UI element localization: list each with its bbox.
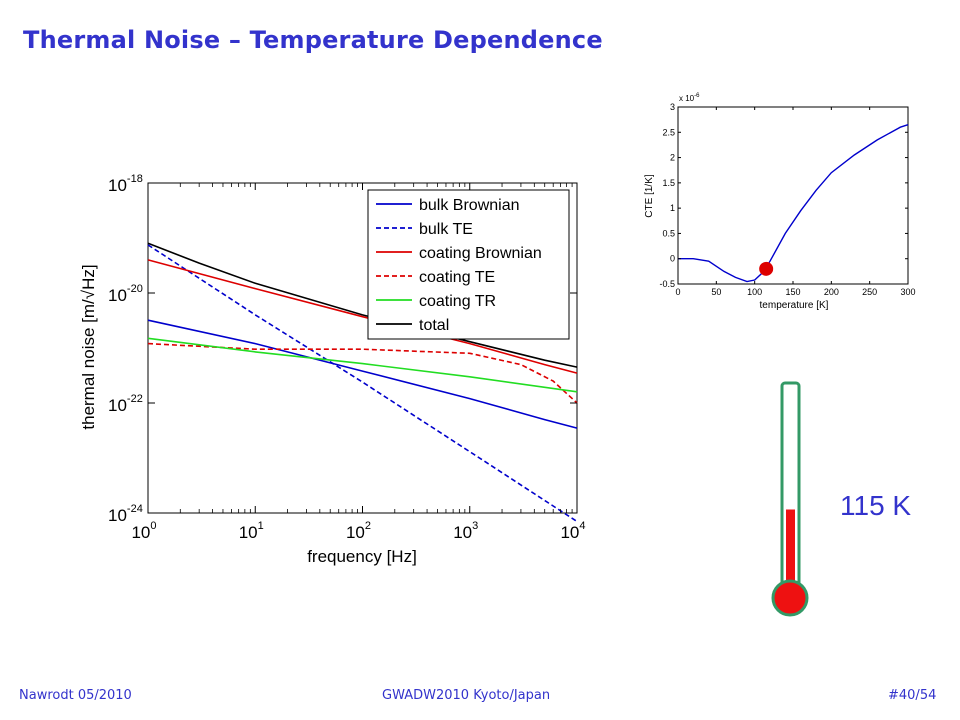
y-axis-label: thermal noise [m/√Hz] [79,264,98,429]
main-tick-group: 100 101 102 103 104 10-18 10-20 10-22 10-24 [108,173,586,542]
legend-label: total [419,317,449,334]
y-tick-label: 10-22 [108,393,143,415]
inset-y-tick-label: 1 [670,203,675,213]
x-tick-label: 101 [239,520,264,542]
inset-x-tick-label: 150 [785,287,800,297]
inset-y-tick-label: 0.5 [662,228,675,238]
x-tick-label: 102 [346,520,371,542]
y-tick-label: 10-24 [108,503,143,525]
temperature-marker [759,261,774,276]
inset-series-group [678,124,909,283]
footer-author: Nawrodt 05/2010 [19,688,132,703]
footer-page-number: #40/54 [888,688,937,703]
inset-y-tick-label: 2.5 [662,127,675,137]
legend-label: coating Brownian [419,245,542,262]
inset-x-tick-label: 300 [900,287,915,297]
series-line-bulk-brownian [147,319,578,429]
legend-label: bulk Brownian [419,197,520,214]
series-line-total [147,242,578,368]
inset-x-tick-label: 100 [747,287,762,297]
inset-y-tick-label: 0 [670,254,675,264]
legend-label: bulk TE [419,221,473,238]
y-tick-label: 10-18 [108,173,143,195]
footer-conference: GWADW2010 Kyoto/Japan [382,688,551,703]
legend: bulk Brownian bulk TE coating Brownian coat… [367,189,570,340]
inset-y-tick-label: 1.5 [662,178,675,188]
inset-x-axis-label: temperature [K] [760,300,829,311]
inset-x-tick-label: 0 [675,287,680,297]
temperature-label: 115 K [840,490,912,521]
slide-title: Thermal Noise – Temperature Dependence [23,26,603,54]
inset-y-axis-label: CTE [1/K] [644,174,655,218]
cte-curve [678,124,909,283]
series-line-coating-te [147,342,578,404]
x-tick-label: 100 [131,520,156,542]
series-line-coating-tr [147,337,578,393]
inset-x-tick-label: 50 [711,287,721,297]
legend-box [367,189,570,340]
x-tick-label: 104 [560,520,585,542]
legend-label: coating TE [419,269,495,286]
thermometer-mercury [786,509,795,599]
inset-y-tick-label: -0.5 [659,279,675,289]
thermometer-bulb [771,579,809,617]
y-tick-label: 10-20 [108,283,143,305]
inset-y-tick-label: 2 [670,153,675,163]
series-line-bulk-te [147,244,578,523]
inset-plot-frame [677,106,909,285]
legend-label: coating TR [419,293,496,310]
inset-x-tick-label: 250 [862,287,877,297]
x-axis-label: frequency [Hz] [307,547,417,566]
x-tick-label: 103 [453,520,478,542]
inset-multiplier: x 10-6 [679,93,700,103]
inset-plot-area [677,106,909,285]
inset-tick-group: 0 50 100 150 200 250 300-0.500.511.522.53 [659,102,915,297]
inset-x-tick-label: 200 [824,287,839,297]
inset-y-tick-label: 3 [670,102,675,112]
